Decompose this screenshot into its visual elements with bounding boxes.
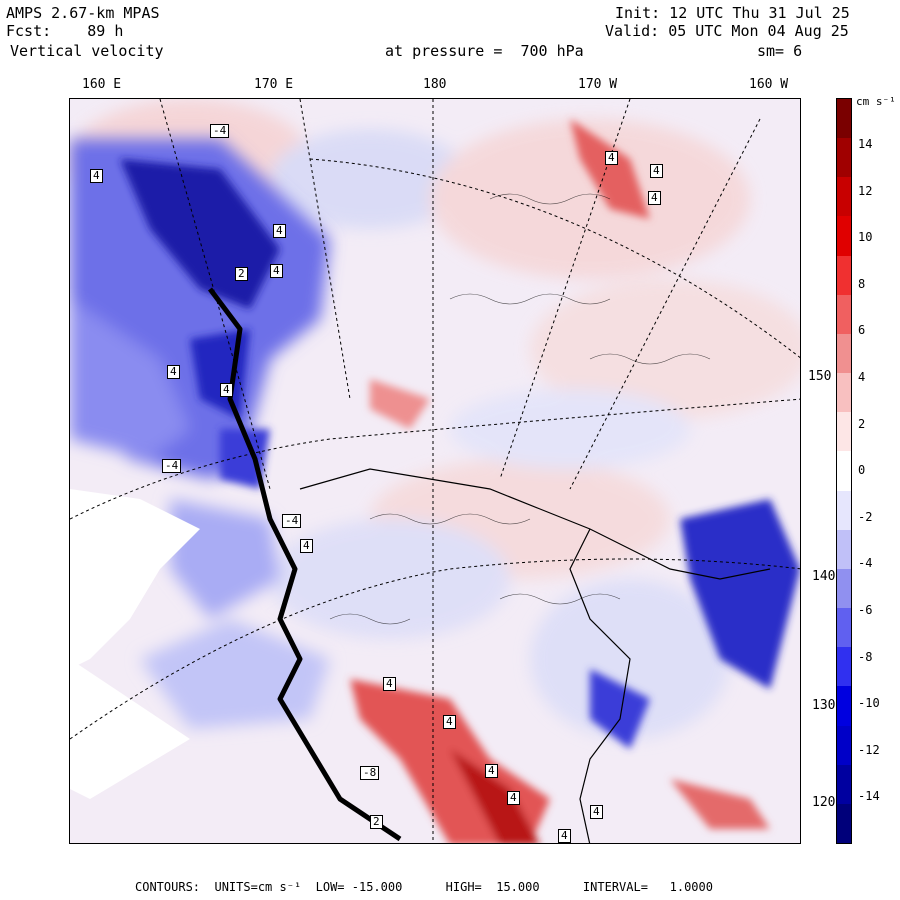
extremum-label: 4 (558, 829, 571, 843)
extremum-label: 4 (220, 383, 233, 397)
colorbar-segment (837, 216, 851, 257)
colorbar-segment (837, 294, 851, 335)
lon-label-160e: 160 E (82, 77, 122, 92)
colorbar-tick-label: -4 (858, 556, 873, 571)
extremum-label: 4 (605, 151, 618, 165)
extremum-label: -4 (162, 459, 182, 473)
extremum-label: 4 (648, 191, 661, 205)
extremum-label: 4 (300, 539, 313, 553)
lon-label-160w: 160 W (749, 77, 789, 92)
colorbar-tick-label: 14 (858, 137, 873, 151)
colorbar-segment (837, 333, 851, 374)
colorbar-tick-label: 4 (858, 370, 866, 384)
extremum-label: 4 (167, 365, 180, 379)
extremum-label: 4 (590, 805, 603, 819)
colorbar-segment (837, 725, 851, 766)
map-panel: 4 4 4 4 2 4 4 -4 4 4 -4 -4 4 4 4 4 4 4 4 -8 2 (69, 98, 801, 844)
extremum-label: 4 (507, 791, 520, 805)
forecast-hour: Fcst: 89 h (6, 22, 124, 40)
colorbar-segment (837, 138, 851, 178)
colorbar (836, 98, 852, 844)
smoothing: sm= 6 (757, 42, 803, 60)
colorbar-tick-label: -2 (858, 509, 873, 524)
vertical-velocity-map (70, 99, 800, 843)
extremum-label: 4 (383, 677, 396, 691)
lon-label-170e: 170 E (254, 77, 294, 92)
extremum-label: 4 (270, 264, 283, 278)
colorbar-tick-label: 2 (858, 416, 866, 431)
colorbar-tick-label: -10 (858, 696, 880, 711)
field-name: Vertical velocity (10, 42, 164, 60)
colorbar-tick-label: 6 (858, 323, 866, 338)
extremum-label: -4 (282, 514, 302, 528)
colorbar-segment (837, 647, 851, 687)
extremum-label: 4 (650, 164, 663, 178)
colorbar-segment (837, 255, 851, 296)
colorbar-tick-label: -6 (858, 603, 873, 617)
colorbar-segment (837, 99, 851, 139)
init-time: Init: 12 UTC Thu 31 Jul 25 (615, 4, 850, 22)
model-title: AMPS 2.67-km MPAS (6, 4, 160, 22)
extremum-label: -8 (360, 766, 380, 780)
colorbar-segment (837, 529, 851, 570)
extremum-label: 4 (273, 224, 286, 238)
colorbar-segment (837, 608, 851, 648)
colorbar-segment (837, 568, 851, 609)
extremum-label: 2 (370, 815, 383, 829)
colorbar-segment (837, 764, 851, 805)
colorbar-segment (837, 373, 851, 413)
colorbar-segment (837, 490, 851, 531)
valid-time: Valid: 05 UTC Mon 04 Aug 25 (605, 22, 849, 40)
colorbar-segment (837, 451, 851, 492)
colorbar-tick-label: -8 (858, 649, 873, 664)
colorbar-tick-label: 12 (858, 183, 873, 198)
colorbar-tick-label: 10 (858, 230, 873, 245)
extremum-label: 4 (443, 715, 456, 729)
pressure-level: at pressure = 700 hPa (385, 42, 584, 60)
extremum-label: 4 (485, 764, 498, 778)
extremum-label: 2 (235, 267, 248, 281)
colorbar-segment (837, 177, 851, 217)
colorbar-segment (837, 686, 851, 727)
lon-label-170w: 170 W (578, 77, 618, 92)
extremum-label: -4 (210, 124, 230, 138)
colorbar-tick-label: -14 (858, 789, 880, 804)
lon-label-180: 180 (423, 77, 447, 92)
colorbar-tick-label: -12 (858, 742, 880, 757)
colorbar-tick-label: 0 (858, 463, 866, 478)
extremum-label: 4 (90, 169, 103, 183)
colorbar-segment (837, 412, 851, 452)
colorbar-units: cm s⁻¹ (856, 95, 896, 108)
contour-info: CONTOURS: UNITS=cm s⁻¹ LOW= -15.000 HIGH… (135, 880, 713, 894)
colorbar-segment (837, 803, 851, 844)
colorbar-tick-label: 8 (858, 276, 866, 291)
